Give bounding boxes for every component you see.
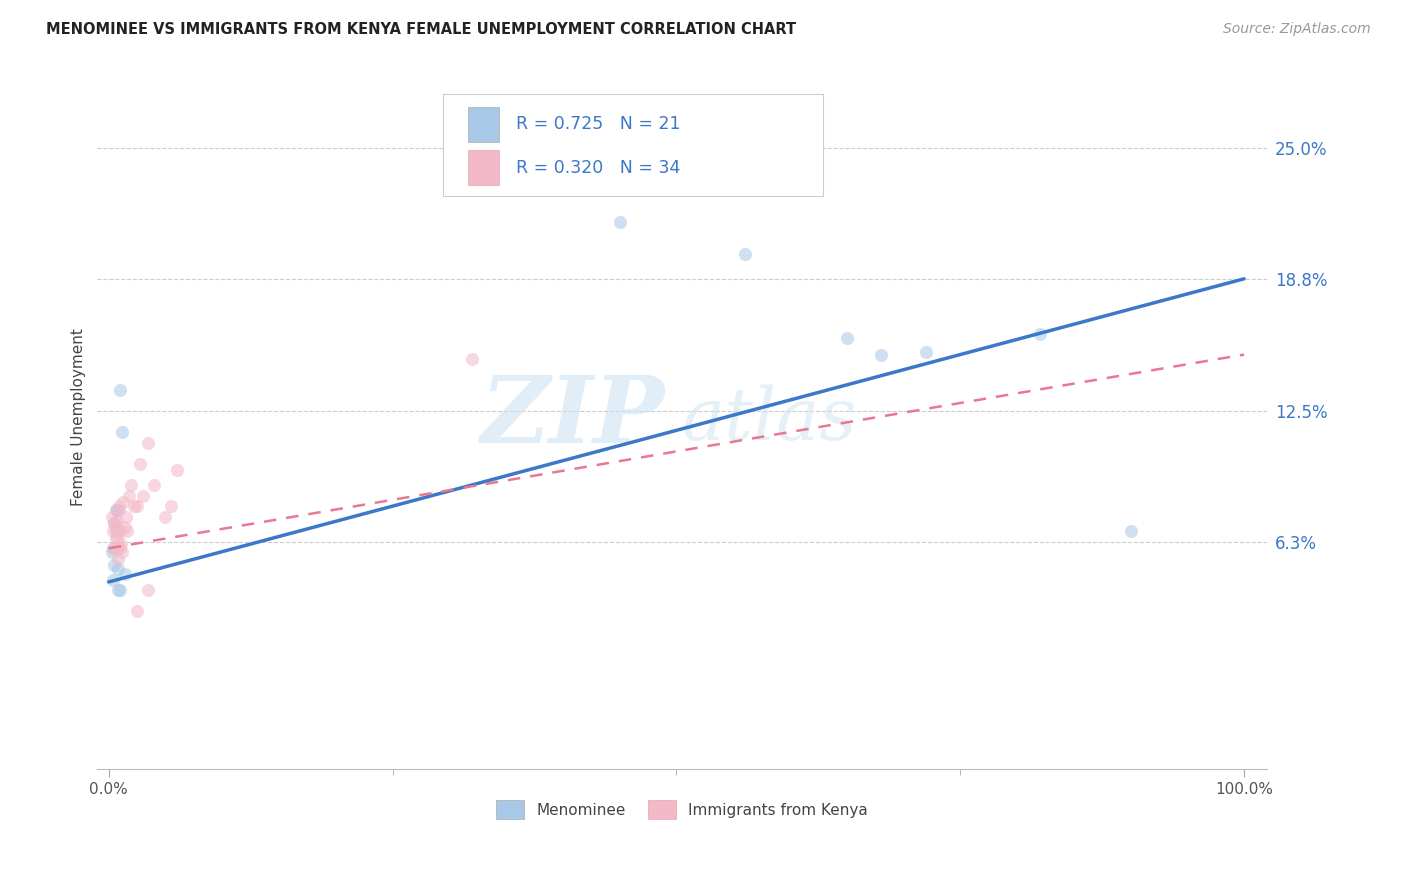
Point: [107, 583, 129, 598]
Point: [114, 566, 136, 581]
Point: [143, 478, 166, 492]
Point: [155, 509, 177, 524]
Point: [103, 541, 125, 556]
Point: [107, 551, 129, 566]
Point: [107, 541, 129, 556]
Text: ZIP: ZIP: [481, 372, 665, 462]
Text: MENOMINEE VS IMMIGRANTS FROM KENYA FEMALE UNEMPLOYMENT CORRELATION CHART: MENOMINEE VS IMMIGRANTS FROM KENYA FEMAL…: [46, 22, 797, 37]
Point: [111, 425, 134, 440]
Point: [107, 562, 129, 576]
Y-axis label: Female Unemployment: Female Unemployment: [72, 327, 86, 506]
Point: [1119, 524, 1142, 539]
Point: [915, 345, 938, 359]
Point: [114, 520, 136, 534]
Point: [103, 516, 125, 530]
Point: [835, 331, 858, 345]
Point: [105, 503, 128, 517]
Point: [127, 499, 149, 513]
Point: [166, 463, 188, 477]
Point: [104, 524, 127, 539]
Point: [127, 604, 149, 618]
Point: [108, 583, 131, 598]
Text: Source: ZipAtlas.com: Source: ZipAtlas.com: [1223, 22, 1371, 37]
Point: [101, 509, 124, 524]
Point: [103, 524, 125, 539]
Legend: Menominee, Immigrants from Kenya: Menominee, Immigrants from Kenya: [491, 794, 875, 825]
Point: [120, 478, 142, 492]
Point: [118, 489, 141, 503]
Point: [103, 573, 125, 587]
Point: [734, 246, 756, 260]
Point: [110, 537, 132, 551]
Point: [138, 583, 160, 598]
Point: [108, 499, 131, 513]
Point: [160, 499, 183, 513]
Point: [108, 524, 131, 539]
Point: [105, 514, 128, 528]
Point: [103, 541, 125, 556]
Point: [104, 503, 127, 517]
Point: [108, 503, 131, 517]
Point: [869, 348, 891, 362]
Point: [103, 558, 125, 573]
Point: [105, 531, 128, 545]
Point: [132, 489, 155, 503]
Point: [122, 499, 145, 513]
Point: [1028, 326, 1050, 341]
Point: [129, 457, 152, 471]
Point: [108, 541, 131, 556]
Text: R = 0.320   N = 34: R = 0.320 N = 34: [516, 159, 681, 177]
Point: [114, 509, 136, 524]
Point: [101, 545, 124, 559]
Point: [609, 215, 631, 229]
Point: [138, 436, 160, 450]
Point: [461, 351, 484, 366]
Point: [103, 516, 125, 530]
Point: [111, 545, 134, 559]
Text: atlas: atlas: [682, 385, 858, 456]
Text: R = 0.725   N = 21: R = 0.725 N = 21: [516, 115, 681, 134]
Point: [108, 384, 131, 398]
Point: [115, 524, 138, 539]
Point: [104, 531, 127, 545]
Point: [112, 495, 135, 509]
Point: [104, 520, 127, 534]
